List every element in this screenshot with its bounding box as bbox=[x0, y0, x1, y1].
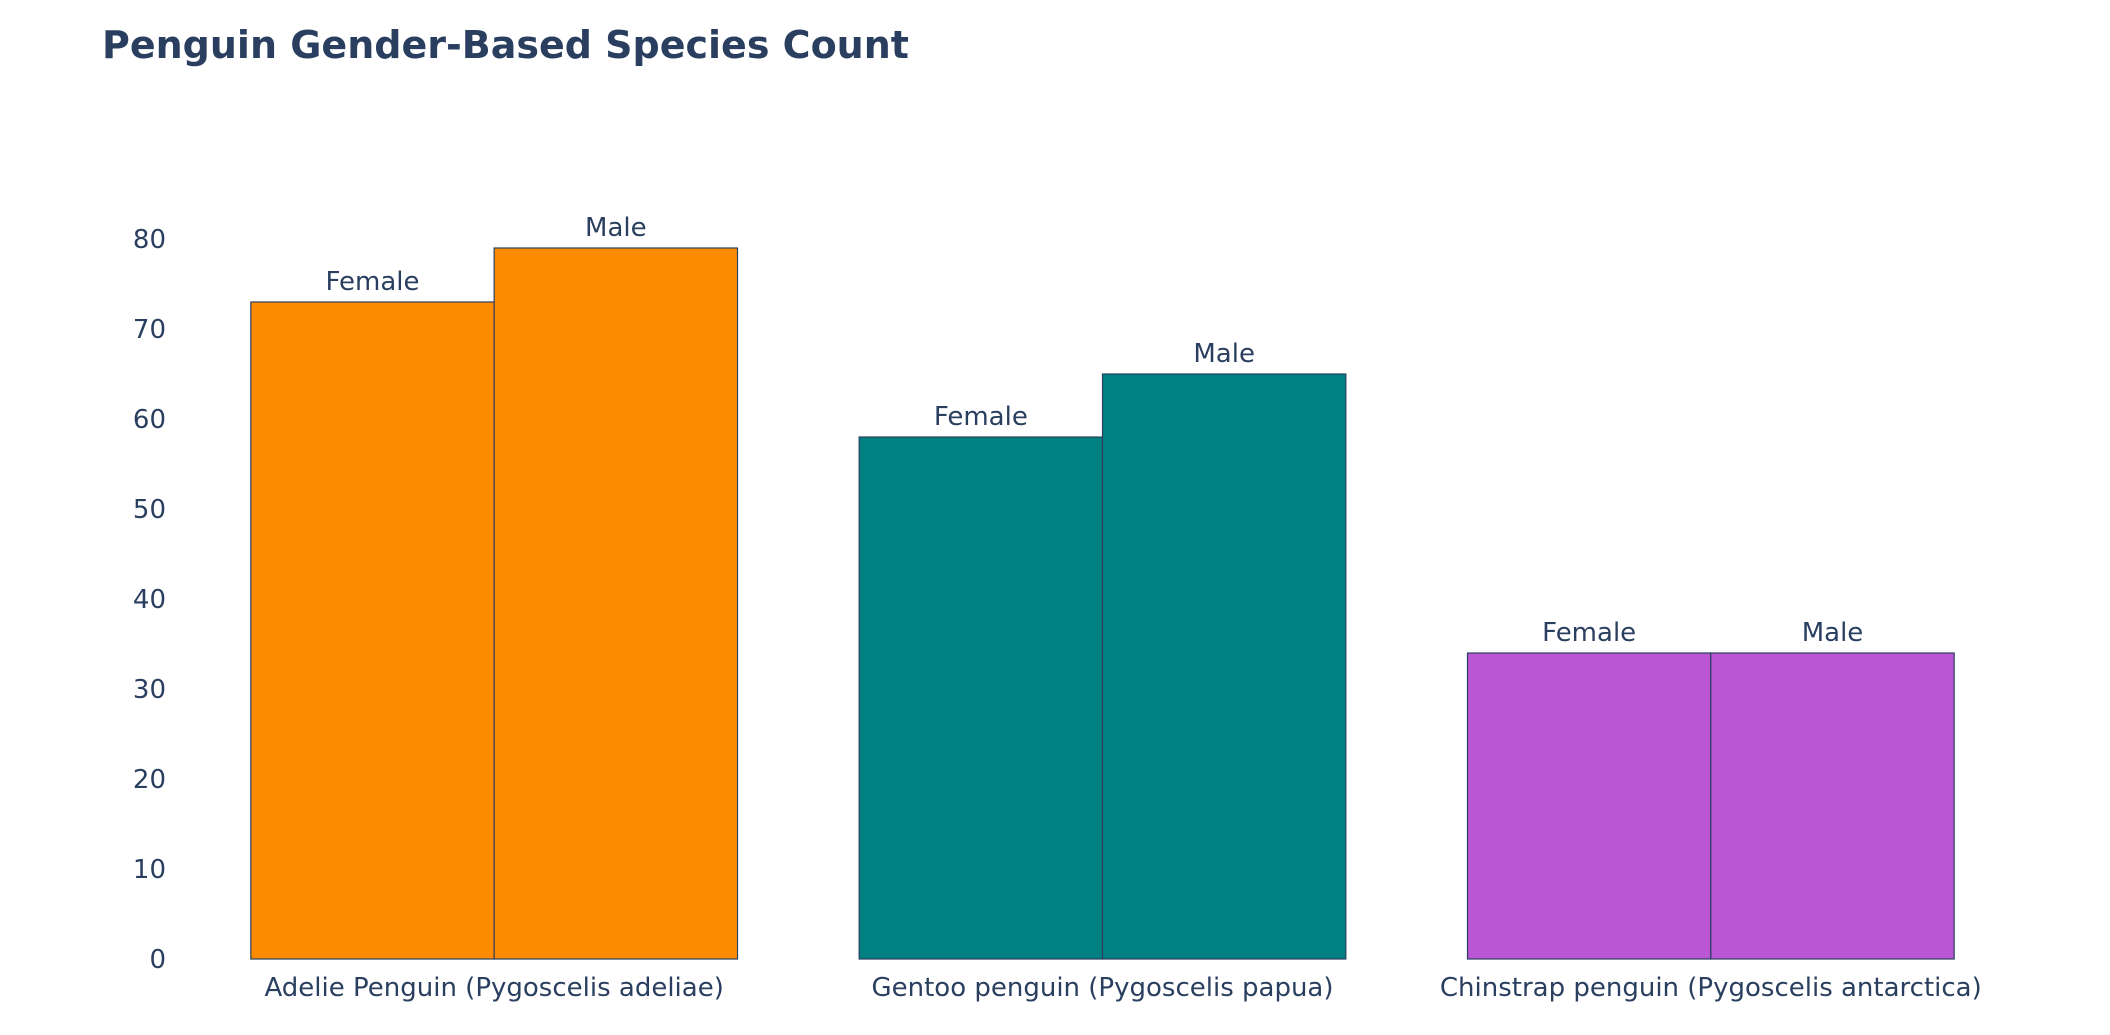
y-tick-label: 0 bbox=[149, 945, 166, 975]
bar-female[interactable] bbox=[1466, 652, 1712, 960]
bar-group: Female Male bbox=[1466, 618, 1955, 960]
bar-female[interactable] bbox=[250, 301, 495, 960]
chart-title: Penguin Gender-Based Species Count bbox=[102, 23, 909, 67]
bar-male[interactable] bbox=[493, 247, 739, 960]
bar-groups: Female Male Female Male Female Male bbox=[250, 213, 1955, 960]
bar-male[interactable] bbox=[1710, 652, 1955, 960]
y-tick-label: 60 bbox=[133, 405, 166, 435]
bar-female[interactable] bbox=[858, 436, 1104, 960]
x-tick-label: Gentoo penguin (Pygoscelis papua) bbox=[871, 973, 1333, 1003]
bar-label: Female bbox=[325, 267, 419, 297]
bar-label: Female bbox=[934, 402, 1028, 432]
bar-label: Male bbox=[1802, 618, 1864, 648]
bar-group: Female Male bbox=[858, 339, 1347, 960]
y-tick-label: 30 bbox=[133, 675, 166, 705]
bar-male[interactable] bbox=[1101, 373, 1347, 960]
x-tick-label: Chinstrap penguin (Pygoscelis antarctica… bbox=[1440, 973, 1982, 1003]
x-tick-label: Adelie Penguin (Pygoscelis adeliae) bbox=[264, 973, 723, 1003]
y-tick-label: 10 bbox=[133, 855, 166, 885]
y-tick-label: 40 bbox=[133, 585, 166, 615]
bar-label: Male bbox=[1193, 339, 1255, 369]
bar-group: Female Male bbox=[250, 213, 739, 960]
y-axis: 0 10 20 30 40 50 60 70 80 bbox=[133, 225, 166, 975]
y-tick-label: 70 bbox=[133, 315, 166, 345]
bar-label: Male bbox=[585, 213, 647, 243]
y-tick-label: 80 bbox=[133, 225, 166, 255]
y-tick-label: 50 bbox=[133, 495, 166, 525]
x-axis: Adelie Penguin (Pygoscelis adeliae) Gento… bbox=[264, 973, 1981, 1003]
y-tick-label: 20 bbox=[133, 765, 166, 795]
bar-label: Female bbox=[1542, 618, 1636, 648]
